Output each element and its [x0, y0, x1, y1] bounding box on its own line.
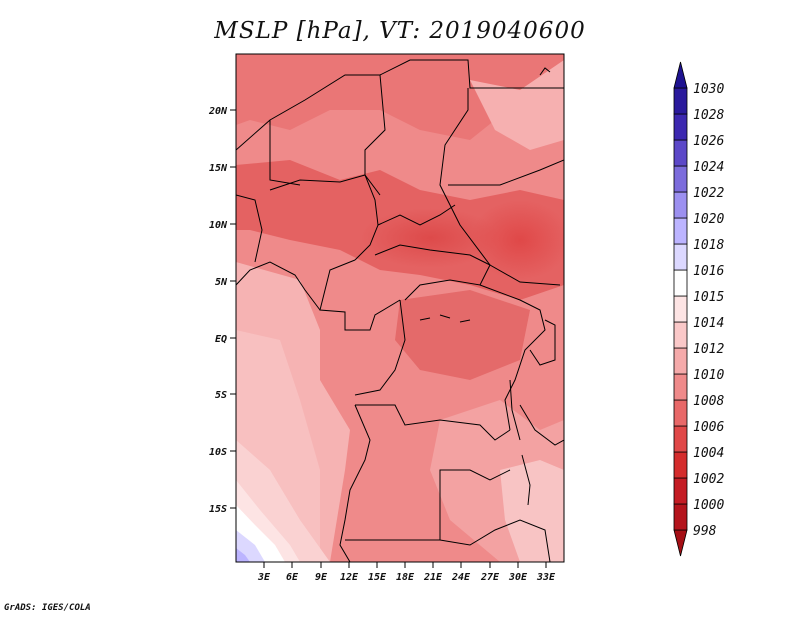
lon-label: 21E — [423, 572, 443, 583]
lon-label: 24E — [451, 572, 471, 583]
field-atlantic-1020 — [236, 548, 250, 562]
colorbar-label: 1012 — [693, 342, 724, 357]
lon-label: 33E — [536, 572, 556, 583]
colorbar-label: 1010 — [693, 368, 724, 383]
field-egypt-1012 — [470, 60, 564, 150]
colorbar-label: 1024 — [693, 160, 724, 175]
field-southeast-1012 — [500, 460, 564, 562]
boundary-drc-east — [479, 284, 546, 431]
colorbar-segment — [673, 451, 688, 479]
boundary-angola-drc — [355, 404, 511, 441]
lon-label: 6E — [286, 572, 299, 583]
coast-sinai — [539, 67, 551, 76]
latitude-axis: 20N 15N 10N 5N EQ 5S 10S 15S — [208, 106, 236, 515]
lake-victoria — [529, 319, 556, 366]
lon-label: 3E — [257, 572, 271, 583]
colorbar-label: 1014 — [693, 316, 724, 331]
lon-label: 12E — [340, 572, 359, 583]
map-frame — [235, 53, 565, 563]
lake-malawi — [521, 454, 531, 506]
colorbar-segment — [673, 243, 688, 271]
boundary-chad-sudan — [439, 88, 561, 286]
boundary-sudan — [448, 159, 564, 186]
colorbar-label: 1004 — [693, 446, 724, 461]
low-center-chad — [360, 208, 500, 268]
lat-label: 15S — [209, 504, 227, 515]
lon-label: 18E — [396, 572, 415, 583]
lat-label: 20N — [208, 106, 228, 117]
boundary-chad-car — [377, 204, 456, 226]
colorbar: 998 1000 1002 1004 1006 1008 1010 1012 1014 1015 1… — [673, 61, 724, 557]
boundary-tanzania — [519, 404, 564, 446]
lat-label: 15N — [209, 163, 228, 174]
longitude-axis: 3E 6E 9E 12E 15E 18E 21E 24E 27E 30E 33E — [257, 562, 556, 583]
boundary-cameroon-gabon — [319, 259, 401, 331]
boundary-west-coast — [236, 194, 263, 263]
colorbar-segment — [673, 113, 688, 141]
colorbar-segment — [673, 139, 688, 167]
colorbar-label: 1020 — [693, 212, 724, 227]
colorbar-segment — [673, 217, 688, 245]
chart-title: MSLP [hPa], VT: 2019040600 — [214, 18, 586, 44]
colorbar-label: 1028 — [693, 108, 724, 123]
field-congo-basin — [395, 290, 530, 380]
lat-label: 5S — [215, 390, 227, 401]
boundary-zambia-zimbabwe — [439, 519, 551, 562]
colorbar-segment — [673, 87, 688, 115]
colorbar-segment — [673, 61, 688, 89]
boundary-angola-west — [339, 404, 371, 562]
colorbar-segment — [673, 165, 688, 193]
grads-credit: GrADS: IGES/COLA — [4, 603, 91, 613]
colorbar-segment — [673, 269, 688, 297]
field-north-band — [236, 54, 564, 140]
colorbar-segment — [673, 295, 688, 323]
colorbar-label: 1022 — [693, 186, 724, 201]
lake-tanganyika — [509, 379, 521, 441]
colorbar-segment — [673, 477, 688, 505]
country-boundaries — [236, 59, 564, 562]
lon-label: 27E — [480, 572, 500, 583]
boundary-congo — [354, 299, 406, 396]
colorbar-segment — [673, 373, 688, 401]
colorbar-segment — [673, 425, 688, 453]
colorbar-segment — [673, 191, 688, 219]
pressure-field — [236, 54, 564, 562]
boundary-niger-chad — [364, 74, 386, 196]
lat-label: EQ — [215, 334, 227, 345]
lon-label: 30E — [508, 572, 528, 583]
colorbar-label: 1030 — [693, 82, 724, 97]
colorbar-segment — [673, 503, 688, 531]
coastline-gulf — [236, 261, 321, 311]
boundary-nigeria — [269, 174, 379, 261]
colorbar-label: 1015 — [693, 290, 724, 305]
colorbar-label: 1008 — [693, 394, 724, 409]
colorbar-label: 1002 — [693, 472, 724, 487]
lat-label: 10N — [209, 220, 228, 231]
colorbar-segment — [673, 321, 688, 349]
boundary-angola-namibia — [345, 469, 511, 541]
lon-label: 9E — [315, 572, 328, 583]
colorbar-segment — [673, 529, 688, 557]
lat-label: 10S — [209, 447, 227, 458]
boundary-car — [374, 244, 491, 301]
colorbar-segment — [673, 399, 688, 427]
colorbar-label: 1006 — [693, 420, 724, 435]
colorbar-label: 1026 — [693, 134, 724, 149]
lon-label: 15E — [368, 572, 387, 583]
colorbar-label: 998 — [693, 524, 717, 539]
colorbar-segment — [673, 347, 688, 375]
colorbar-label: 1000 — [693, 498, 724, 513]
congo-river-segments — [419, 314, 471, 323]
colorbar-label: 1018 — [693, 238, 724, 253]
low-center-sudan — [470, 200, 564, 280]
colorbar-label: 1016 — [693, 264, 724, 279]
lat-label: 5N — [215, 277, 228, 288]
